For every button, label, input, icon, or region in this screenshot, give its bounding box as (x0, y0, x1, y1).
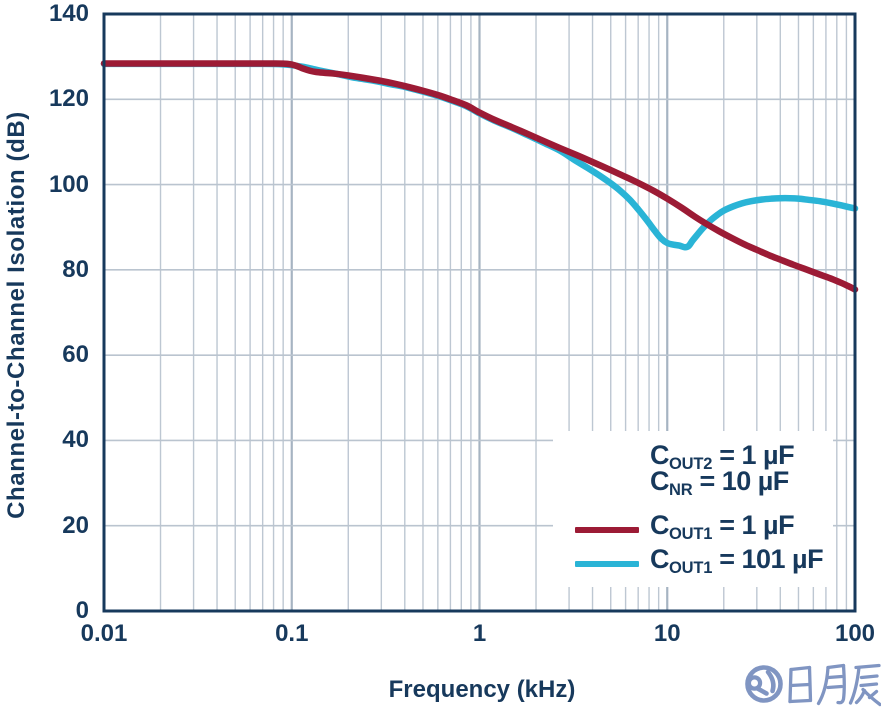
legend-swatch-cout1-101uf (575, 561, 639, 567)
x-tick-label-1: 1 (472, 620, 487, 647)
y-tick-label-20: 20 (62, 511, 89, 539)
chart-series (100, 60, 859, 293)
legend-label-cout1-1uf: COUT1 = 1 µF (650, 510, 795, 543)
annotation-cnr-text: CNR = 10 µF (650, 466, 789, 499)
legend: COUT2 = 1 µF CNR = 10 µF COUT1 = 1 µF CO… (553, 431, 833, 587)
y-tick-label-140: 140 (48, 0, 89, 27)
legend-swatch-cout1-1uf (575, 527, 639, 533)
x-tick-label-10: 10 (653, 620, 681, 647)
y-tick-label-40: 40 (62, 426, 89, 454)
legend-label-cout1-101uf: COUT1 = 101 µF (650, 544, 824, 577)
y-tick-label-80: 80 (62, 255, 89, 283)
annotation-cout2-text: COUT2 = 1 µF (650, 440, 795, 473)
x-axis-title: Frequency (kHz) (388, 676, 576, 703)
series-line-cout1-1uf (100, 60, 859, 293)
plot-border (102, 12, 857, 613)
y-tick-label-60: 60 (62, 341, 89, 369)
x-tick-label-100: 100 (834, 620, 876, 647)
y-tick-label-120: 120 (48, 85, 89, 113)
y-tick-label-0: 0 (75, 597, 89, 624)
x-tick-label-0.1: 0.1 (275, 620, 309, 647)
y-tick-label-100: 100 (48, 170, 89, 198)
y-axis-title: Channel-to-Channel Isolation (dB) (3, 111, 30, 519)
x-tick-label-0.01: 0.01 (80, 620, 128, 647)
